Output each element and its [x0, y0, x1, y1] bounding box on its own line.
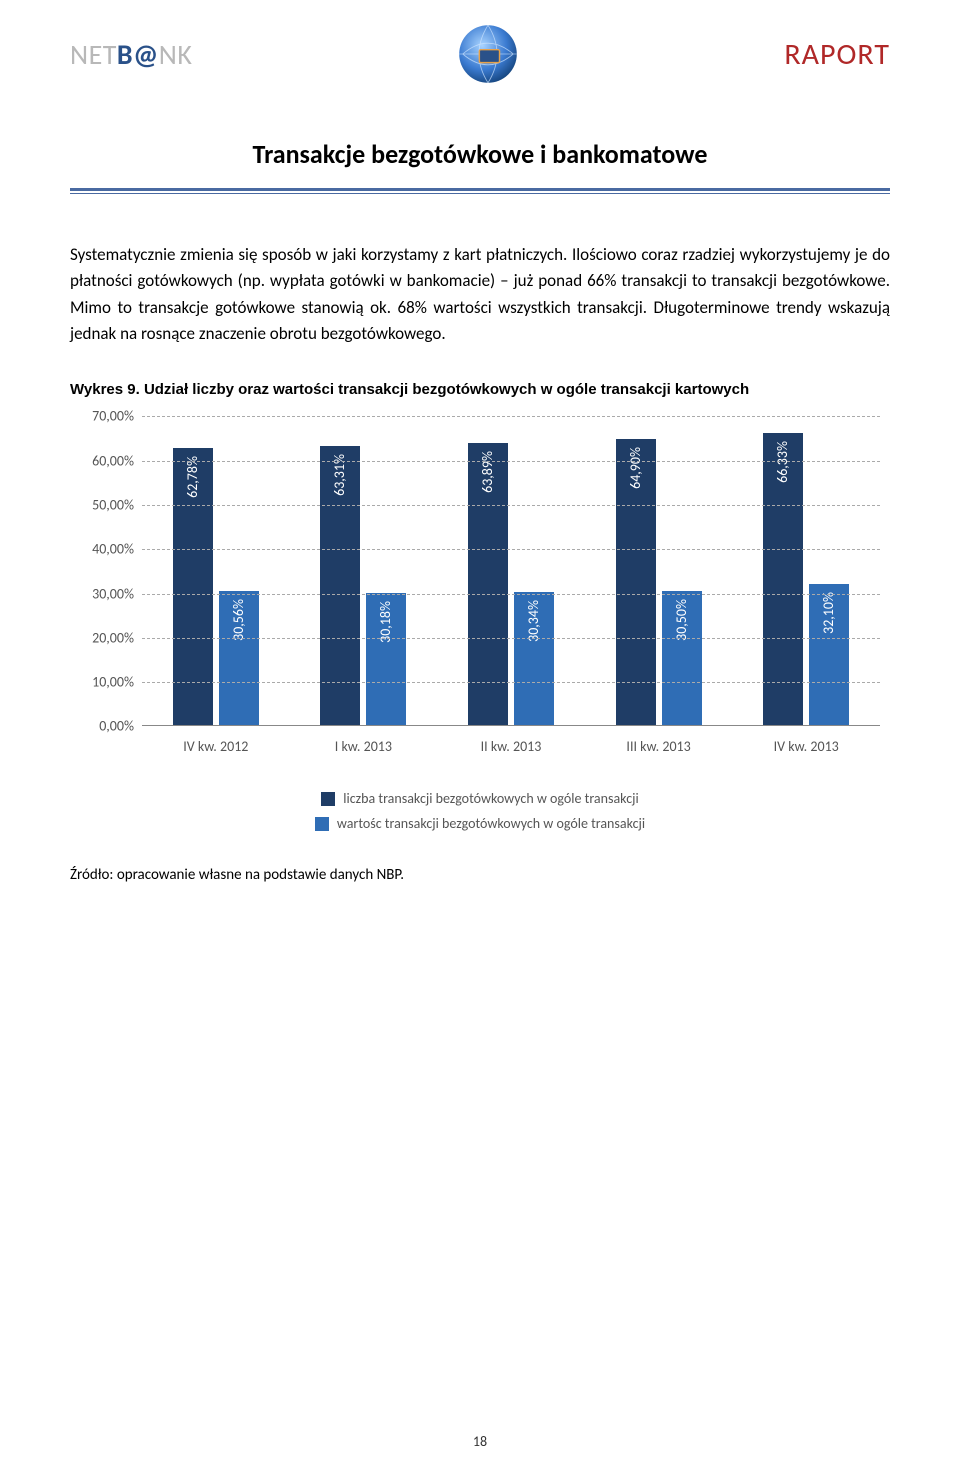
bars-container: 62,78% 30,56% 63,31% 30,18% 63,89% 30,34% 64,9… — [142, 416, 880, 726]
y-tick-label: 0,00% — [99, 718, 134, 735]
bar: 63,89% — [468, 443, 508, 726]
logo-part-at: @ — [133, 37, 159, 72]
x-tick-label: I kw. 2013 — [303, 730, 423, 766]
y-tick-label: 60,00% — [92, 452, 134, 469]
title-block: Transakcje bezgotówkowe i bankomatowe — [70, 138, 890, 194]
x-axis-line — [142, 725, 880, 726]
page-header: NETB@NK RAPORT — [0, 0, 960, 98]
logo-part-nk: NK — [159, 37, 193, 72]
grid-line — [142, 461, 880, 462]
legend-item-2: wartośc transakcji bezgotówkowych w ogól… — [315, 815, 645, 832]
bar-group: 66,33%32,10% — [763, 416, 849, 726]
logo-netbank: NETB@NK — [70, 37, 192, 72]
bar: 30,18% — [366, 593, 406, 727]
y-tick-label: 20,00% — [92, 629, 134, 646]
bar-value-label: 30,18% — [377, 601, 394, 643]
bar: 30,56% — [219, 591, 259, 726]
bar: 32,10% — [809, 584, 849, 726]
y-tick-label: 40,00% — [92, 541, 134, 558]
x-tick-label: III kw. 2013 — [599, 730, 719, 766]
y-axis: 0,00%10,00%20,00%30,00%40,00%50,00%60,00… — [70, 416, 140, 726]
bar: 63,31% — [320, 446, 360, 726]
legend-label-1: liczba transakcji bezgotówkowych w ogóle… — [343, 790, 638, 807]
bar-value-label: 64,90% — [627, 447, 644, 489]
chart-caption: Wykres 9. Udział liczby oraz wartości tr… — [70, 381, 890, 398]
bar-group: 62,78% 30,56% — [173, 416, 259, 726]
body-paragraph: Systematycznie zmienia się sposób w jaki… — [70, 242, 890, 347]
bar-value-label: 63,89% — [479, 451, 496, 493]
bar-value-label: 32,10% — [820, 592, 837, 634]
chart-legend: liczba transakcji bezgotówkowych w ogóle… — [70, 790, 890, 832]
y-tick-label: 10,00% — [92, 674, 134, 691]
x-tick-label: IV kw. 2013 — [746, 730, 866, 766]
grid-line — [142, 682, 880, 683]
grid-line — [142, 549, 880, 550]
bar-value-label: 30,50% — [673, 599, 690, 641]
x-tick-label: IV kw. 2012 — [156, 730, 276, 766]
logo-part-b: B — [117, 37, 133, 72]
bar-group: 64,90% 30,50% — [616, 416, 702, 726]
x-axis-labels: IV kw. 2012 I kw. 2013 II kw. 2013 III kw. … — [142, 730, 880, 766]
legend-swatch-1 — [321, 792, 335, 806]
bar-group: 63,89% 30,34% — [468, 416, 554, 726]
source-note: Źródło: opracowanie własne na podstawie … — [70, 866, 890, 884]
bar-value-label: 30,56% — [230, 599, 247, 641]
x-tick-label: II kw. 2013 — [451, 730, 571, 766]
y-tick-label: 70,00% — [92, 408, 134, 425]
legend-label-2: wartośc transakcji bezgotówkowych w ogól… — [337, 815, 645, 832]
header-raport: RAPORT — [784, 36, 890, 73]
bar-value-label: 30,34% — [525, 600, 542, 642]
grid-line — [142, 416, 880, 417]
bar: 62,78% — [173, 448, 213, 726]
bar-group: 63,31% 30,18% — [320, 416, 406, 726]
legend-swatch-2 — [315, 817, 329, 831]
logo-part-net: NET — [70, 37, 117, 72]
legend-item-1: liczba transakcji bezgotówkowych w ogóle… — [321, 790, 638, 807]
page-number: 18 — [0, 1433, 960, 1450]
plot-area: 62,78% 30,56% 63,31% 30,18% 63,89% 30,34% 64,9… — [142, 416, 880, 726]
bar: 30,34% — [514, 592, 554, 726]
bar: 64,90% — [616, 439, 656, 726]
bar-value-label: 62,78% — [184, 456, 201, 498]
bar: 30,50% — [662, 591, 702, 726]
bar-chart: 0,00% 10,00% 20,00% 30,00% 40,00% 50,00% 60,00… — [70, 416, 890, 766]
grid-line — [142, 638, 880, 639]
grid-line — [142, 505, 880, 506]
globe-icon — [452, 18, 524, 90]
grid-line — [142, 594, 880, 595]
y-tick-label: 50,00% — [92, 496, 134, 513]
title-underline — [70, 188, 890, 194]
page-title: Transakcje bezgotówkowe i bankomatowe — [70, 138, 890, 188]
y-tick-label: 30,00% — [92, 585, 134, 602]
